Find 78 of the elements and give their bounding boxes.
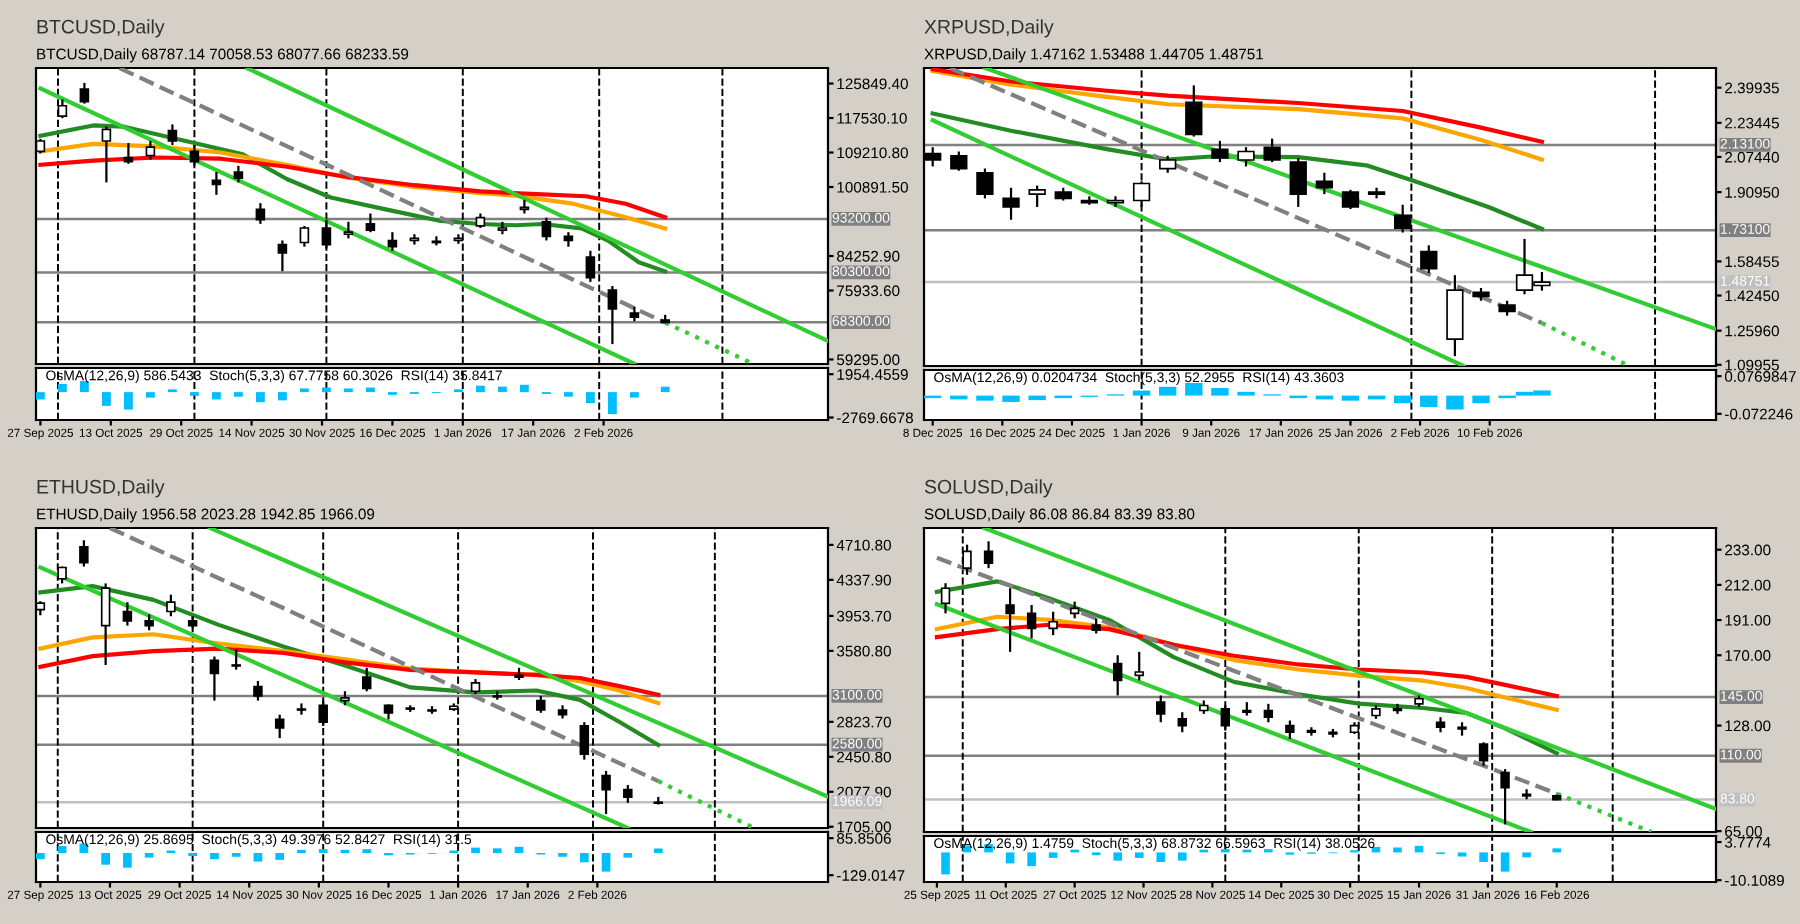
chart-title: SOLUSD,Daily	[924, 479, 1053, 498]
bar	[1132, 390, 1151, 396]
candlestick	[1392, 702, 1403, 715]
candlestick	[361, 666, 372, 693]
candlestick	[1500, 768, 1510, 826]
candlestick	[122, 601, 133, 627]
candlestick	[166, 593, 176, 618]
candlestick	[145, 139, 156, 161]
candlestick	[101, 125, 112, 184]
candlestick	[1156, 694, 1166, 724]
bar	[1446, 395, 1464, 410]
candlestick	[1177, 711, 1187, 734]
line-series	[38, 141, 668, 231]
bar	[1158, 386, 1177, 396]
candlestick	[1289, 156, 1307, 209]
bar	[1472, 395, 1490, 404]
candlestick	[277, 239, 288, 273]
candlestick	[1211, 139, 1229, 164]
candlestick	[1112, 654, 1123, 697]
candlestick	[79, 539, 89, 568]
candlestick	[1420, 244, 1438, 275]
line-series	[934, 622, 1559, 699]
candlestick	[1315, 171, 1334, 196]
bar	[1420, 395, 1438, 407]
bar	[1028, 395, 1046, 401]
line-series	[934, 579, 1559, 756]
line-series	[930, 68, 1545, 144]
bar	[1002, 395, 1020, 402]
candlestick	[601, 769, 611, 816]
candlestick	[255, 202, 266, 225]
candlestick	[1026, 603, 1037, 640]
candlestick	[1002, 186, 1020, 221]
candlestick	[950, 150, 968, 172]
candlestick	[983, 540, 994, 570]
candlestick	[1306, 726, 1317, 737]
candlestick	[253, 679, 263, 702]
candlestick	[274, 713, 285, 740]
candlestick	[1263, 702, 1274, 724]
chart-title: ETHUSD,Daily	[37, 479, 165, 498]
candlestick	[209, 655, 220, 702]
candlestick	[607, 284, 618, 346]
line-series	[38, 584, 661, 747]
candlestick	[299, 224, 310, 248]
candlestick	[1134, 650, 1144, 682]
candlestick	[167, 123, 178, 147]
line-series	[38, 646, 661, 697]
line-series	[934, 614, 1559, 712]
candlestick	[431, 235, 442, 247]
candlestick	[79, 81, 90, 105]
candlestick	[1237, 146, 1255, 168]
bar	[976, 395, 994, 401]
line-series	[930, 111, 1545, 232]
chart-title: BTCUSD,Daily	[37, 19, 165, 38]
candlestick	[100, 582, 111, 667]
candlestick	[1341, 188, 1360, 211]
chart-title: XRPUSD,Daily	[924, 19, 1054, 38]
candlestick	[365, 212, 376, 234]
candlestick	[387, 231, 398, 252]
candlestick	[1263, 137, 1281, 164]
candlestick	[296, 702, 307, 716]
bar	[1341, 395, 1360, 401]
candlestick	[1028, 184, 1046, 209]
line-series	[930, 68, 1545, 162]
bar	[1211, 388, 1229, 396]
candlestick	[123, 141, 134, 165]
candlestick	[231, 647, 241, 671]
candlestick	[1048, 610, 1058, 637]
bar	[1393, 395, 1412, 404]
line-series	[38, 123, 668, 274]
candlestick	[1185, 84, 1203, 138]
candlestick	[976, 167, 994, 200]
candlestick	[541, 216, 552, 242]
candlestick	[519, 198, 530, 215]
bar	[1185, 382, 1203, 396]
candlestick	[940, 582, 951, 615]
candlestick	[1285, 719, 1295, 741]
candlestick	[343, 220, 354, 240]
candlestick	[1005, 587, 1015, 653]
